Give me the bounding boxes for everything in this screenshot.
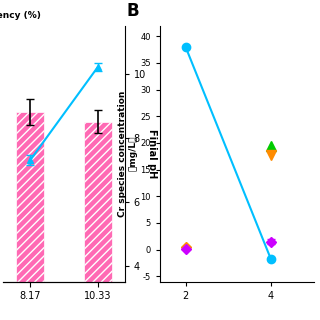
Bar [16,112,44,282]
Y-axis label: Finial pH: Finial pH [147,129,157,178]
Y-axis label: Cr species concentration
（mg/L）: Cr species concentration （mg/L） [118,91,138,217]
Text: B: B [126,3,139,20]
Bar [84,122,112,282]
Text: ficiency (%): ficiency (%) [0,12,41,20]
